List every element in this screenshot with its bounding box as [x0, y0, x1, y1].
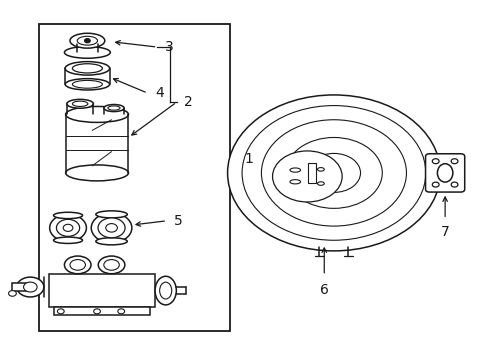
Ellipse shape: [96, 211, 127, 218]
Bar: [308, 163, 315, 183]
Ellipse shape: [53, 237, 82, 243]
Ellipse shape: [108, 106, 120, 110]
Text: 1: 1: [244, 152, 253, 166]
Circle shape: [450, 182, 457, 187]
Ellipse shape: [64, 46, 110, 58]
Text: 4: 4: [155, 86, 163, 100]
Ellipse shape: [159, 282, 171, 299]
Bar: [12, 283, 31, 291]
Bar: [53, 307, 150, 315]
Circle shape: [98, 218, 125, 238]
Circle shape: [450, 159, 457, 164]
Circle shape: [9, 291, 16, 296]
Bar: [49, 274, 155, 307]
Ellipse shape: [67, 99, 93, 108]
Circle shape: [431, 159, 438, 164]
Circle shape: [63, 224, 73, 231]
Circle shape: [23, 282, 37, 292]
Text: 6: 6: [319, 283, 328, 297]
Circle shape: [56, 219, 80, 237]
Circle shape: [57, 309, 64, 314]
Ellipse shape: [70, 260, 85, 270]
Ellipse shape: [53, 212, 82, 219]
Ellipse shape: [289, 180, 300, 184]
Ellipse shape: [72, 101, 88, 107]
Ellipse shape: [65, 78, 109, 90]
Ellipse shape: [65, 107, 128, 122]
Ellipse shape: [98, 256, 124, 274]
FancyBboxPatch shape: [425, 154, 464, 192]
Ellipse shape: [103, 260, 119, 270]
Circle shape: [91, 213, 132, 243]
Circle shape: [431, 182, 438, 187]
Text: 5: 5: [174, 214, 183, 228]
Ellipse shape: [317, 168, 324, 171]
Ellipse shape: [72, 80, 102, 88]
Text: 2: 2: [183, 95, 192, 109]
Ellipse shape: [436, 164, 452, 182]
Circle shape: [50, 215, 86, 241]
Ellipse shape: [72, 64, 102, 73]
Text: 7: 7: [440, 225, 448, 239]
Ellipse shape: [317, 182, 324, 185]
Text: 3: 3: [164, 40, 173, 54]
Circle shape: [94, 309, 100, 314]
Bar: [39, 24, 229, 330]
Circle shape: [17, 277, 44, 297]
Ellipse shape: [289, 168, 300, 172]
Ellipse shape: [103, 104, 124, 112]
Circle shape: [227, 95, 439, 251]
Ellipse shape: [65, 62, 109, 75]
Ellipse shape: [70, 33, 104, 48]
Ellipse shape: [96, 238, 127, 245]
Circle shape: [118, 309, 124, 314]
Circle shape: [105, 224, 117, 232]
Ellipse shape: [155, 276, 176, 305]
Circle shape: [272, 151, 342, 202]
Ellipse shape: [77, 36, 97, 45]
Ellipse shape: [64, 256, 91, 274]
Circle shape: [84, 39, 90, 43]
Ellipse shape: [65, 165, 128, 181]
